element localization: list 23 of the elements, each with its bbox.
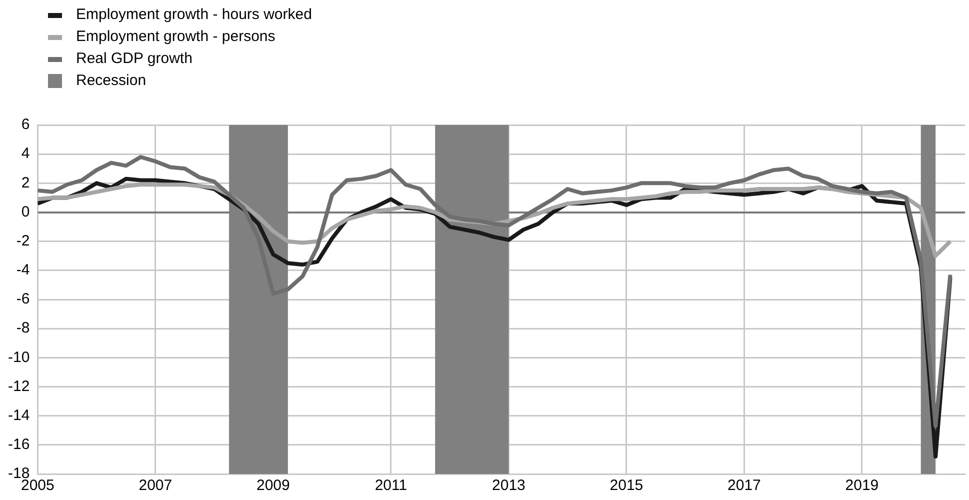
legend-label: Real GDP growth [76,49,192,69]
y-tick-label: -10 [8,348,30,366]
y-tick-label: 0 [21,203,30,220]
y-tick-label: -2 [16,232,30,250]
y-tick-label: 4 [21,145,30,162]
legend-label: Employment growth - hours worked [76,5,312,25]
x-tick-label: 2013 [492,477,526,494]
x-tick-label: 2019 [845,477,879,494]
y-tick-label: -4 [16,262,30,279]
x-tick-label: 2009 [256,477,290,494]
y-tick-label: 2 [21,174,30,192]
x-tick-label: 2015 [610,477,644,494]
y-tick-label: -8 [16,320,30,337]
y-tick-label: -12 [8,378,30,395]
x-tick-label: 2011 [374,477,408,494]
legend-label: Recession [76,71,146,91]
y-tick-label: 6 [21,116,30,134]
y-tick-label: -14 [8,406,30,424]
x-tick-label: 2017 [728,477,761,494]
y-tick-label: -6 [16,290,30,308]
legend-label: Employment growth - persons [76,27,276,47]
y-tick-label: -16 [8,436,30,454]
x-tick-label: 2007 [138,477,172,494]
